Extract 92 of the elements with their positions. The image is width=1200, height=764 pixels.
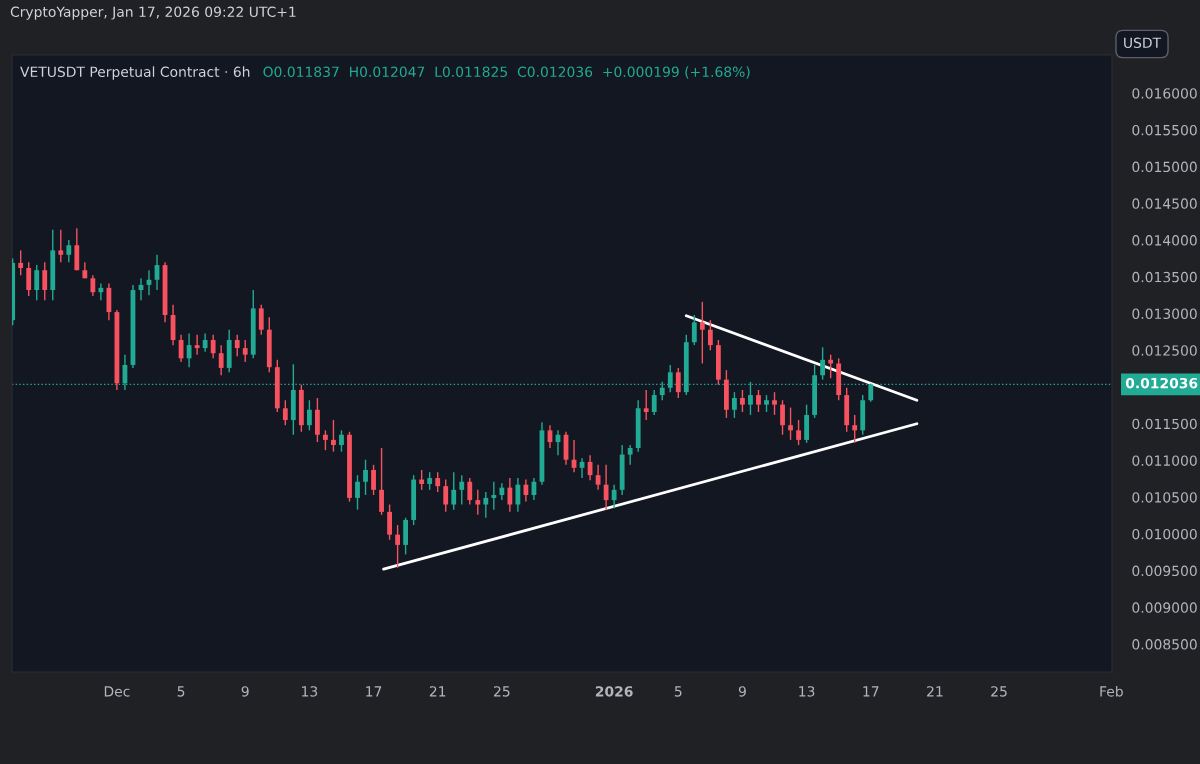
text: VETUSDT Perpetual Contract · 6h: [20, 66, 250, 80]
x-tick-label: 25: [991, 686, 1007, 697]
candlestick: [732, 391, 737, 419]
candlestick: [699, 301, 705, 365]
candlestick: [363, 459, 368, 496]
y-tick-label: 0.011000: [1132, 455, 1197, 466]
candlestick: [218, 344, 224, 376]
candlestick: [90, 274, 96, 297]
y-tick-label: 0.010500: [1132, 492, 1197, 503]
candlestick: [467, 477, 473, 506]
candlestick: [475, 489, 481, 516]
y-tick-label: 0.012500: [1132, 345, 1197, 356]
candlestick: [756, 389, 761, 413]
candlestick: [707, 319, 713, 351]
candlestick: [611, 484, 617, 509]
y-tick-label: 0.014000: [1132, 235, 1197, 246]
y-tick-label: 0.014500: [1132, 198, 1197, 209]
text: O0.011837 H0.012047 L0.011825 C0.012036 +0.000199 (+1.68%): [263, 66, 750, 79]
x-tick-label: 21: [927, 686, 943, 697]
candlestick: [26, 261, 32, 297]
x-tick-label: 21: [429, 686, 446, 697]
x-tick-label: 17: [366, 686, 382, 697]
x-tick-label: 25: [494, 686, 510, 697]
candlestick: [98, 282, 104, 302]
x-tick-label: 5: [674, 686, 682, 697]
candlestick: [355, 474, 360, 511]
y-tick-label: 0.009500: [1132, 565, 1197, 577]
y-tick-label: 0.016000: [1132, 88, 1197, 99]
x-tick-label: 13: [799, 686, 815, 697]
x-tick-label: 9: [241, 686, 249, 697]
candlestick: [459, 474, 465, 506]
candlestick: [66, 239, 72, 263]
candlestick: [443, 478, 449, 513]
candlestick: [339, 429, 344, 453]
x-tick-label: 17: [863, 686, 879, 697]
candlestick: [42, 261, 48, 302]
candlestick: [651, 389, 657, 416]
candlestick: [419, 469, 425, 491]
candlestick: [258, 304, 264, 336]
y-tick-label: 0.011500: [1132, 418, 1197, 430]
candlestick: [507, 477, 513, 513]
candlestick: [323, 429, 328, 451]
candlestick: [788, 406, 793, 441]
candlestick: [306, 399, 312, 432]
y-tick-label: 0.013000: [1132, 308, 1197, 320]
candlestick: [194, 334, 200, 356]
candlestick: [387, 503, 392, 541]
y-tick-label: 0.009000: [1132, 602, 1197, 613]
y-tick-label: 0.015500: [1132, 124, 1197, 136]
x-tick-label: 2026: [595, 686, 633, 697]
candlestick: [820, 346, 826, 381]
candlestick: [491, 481, 497, 511]
candlestick: [186, 332, 192, 368]
candlestick: [483, 491, 489, 519]
y-tick-label: 0.008500: [1132, 639, 1197, 650]
candlestick: [210, 334, 216, 360]
candlestick: [643, 389, 649, 421]
candlestick: [58, 229, 64, 263]
candlestick: [740, 389, 745, 413]
y-tick-label: 0.010000: [1132, 528, 1197, 540]
x-tick-label: 13: [302, 686, 318, 697]
y-tick-label: 0.013500: [1132, 271, 1197, 283]
x-tick-label: Dec: [104, 686, 130, 697]
candlestick: [796, 419, 801, 446]
candlestick: [18, 249, 24, 277]
candlestick: [282, 399, 288, 426]
candlestick: [515, 477, 521, 513]
candlestick: [451, 471, 457, 511]
text: CryptoYapper, Jan 17, 2026 09:22 UTC+1: [10, 6, 296, 20]
candlestick: [675, 367, 681, 399]
candlestick: [242, 339, 248, 363]
candlestick: [852, 414, 858, 444]
candlestick: [772, 391, 777, 416]
ref-line-label: 0.012036: [1125, 377, 1198, 389]
text: USDT: [1124, 37, 1162, 49]
candlestick: [34, 264, 40, 302]
candlestick: [331, 419, 336, 453]
x-tick-label: 5: [177, 686, 185, 697]
x-tick-label: Feb: [1100, 685, 1123, 697]
candlestick: [371, 464, 376, 496]
x-tick-label: 9: [738, 686, 746, 697]
candlestick: [435, 471, 441, 493]
candlestick: [234, 334, 240, 357]
candlestick: [395, 524, 401, 569]
y-tick-label: 0.015000: [1132, 161, 1197, 173]
candlestick: [202, 332, 208, 353]
candlestick: [828, 353, 834, 379]
candlestick: [780, 399, 785, 436]
candlestick: [379, 447, 384, 516]
candlestick: [603, 464, 609, 511]
candlestick: [691, 314, 697, 346]
candlestick: [627, 444, 633, 466]
